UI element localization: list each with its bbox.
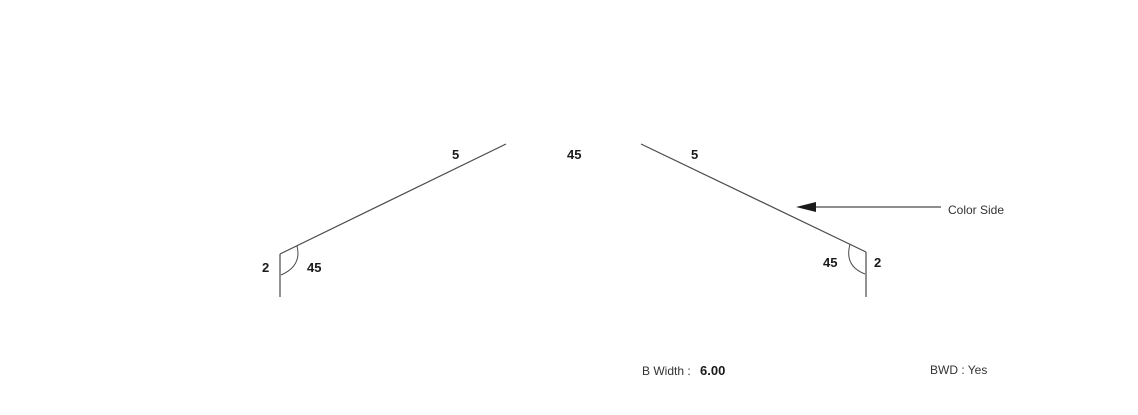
dimension-labels: 5 45 5 2 45 45 2 [262,147,881,275]
right-hem-length-label: 2 [874,255,881,270]
left-hem-angle-arc [280,245,299,276]
left-slope-edge [279,143,507,255]
profile-geometry [279,143,867,297]
color-side-arrow-icon [796,202,816,212]
color-side-indicator: Color Side [796,202,1004,217]
peak-angle-label: 45 [567,147,581,162]
color-side-label: Color Side [948,203,1004,217]
left-slope-length-label: 5 [452,147,459,162]
right-hem-angle-label: 45 [823,255,837,270]
right-hem-angle-arc [848,243,866,275]
left-hem-angle-label: 45 [307,260,321,275]
left-hem-length-label: 2 [262,260,269,275]
footer-info: B Width : 6.00 BWD : Yes [642,363,987,378]
b-width-label: B Width : [642,364,691,378]
right-slope-edge [640,143,867,253]
b-width-value: 6.00 [700,363,725,378]
right-slope-length-label: 5 [691,147,698,162]
bwd-text: BWD : Yes [930,363,987,377]
